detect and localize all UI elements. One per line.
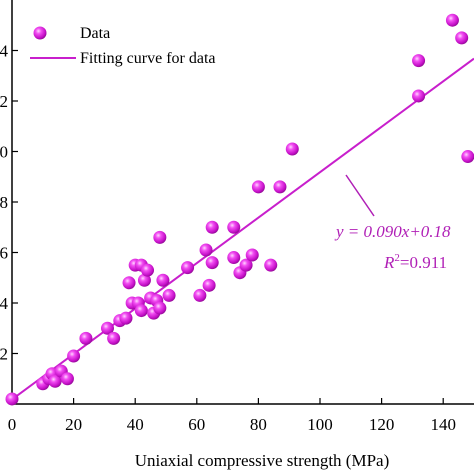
data-point: [100, 321, 114, 335]
data-point: [48, 374, 62, 388]
data-point: [122, 276, 136, 290]
data-point: [251, 180, 265, 194]
data-point: [156, 273, 170, 287]
data-point: [461, 150, 474, 164]
legend-label-fit: Fitting curve for data: [80, 50, 216, 67]
fit-r-squared: R2=0.911: [383, 252, 447, 272]
data-point: [141, 263, 155, 277]
y-tick-label: 8: [0, 193, 8, 212]
x-tick-label: 100: [307, 415, 333, 434]
data-points: [5, 13, 474, 406]
data-point: [107, 331, 121, 345]
data-point: [239, 258, 253, 272]
data-point: [153, 230, 167, 244]
y-tick-label: 14: [0, 42, 9, 61]
annotation-pointer: [345, 174, 375, 217]
data-point: [273, 180, 287, 194]
x-axis-title: Uniaxial compressive strength (MPa): [135, 451, 389, 470]
y-axis-ticks: 2 4 6 8 10 12 14: [0, 42, 18, 364]
y-tick-label: 12: [0, 92, 8, 111]
data-point: [245, 248, 259, 262]
data-point: [227, 251, 241, 265]
x-tick-label: 0: [8, 415, 17, 434]
fit-equation: y = 0.090x+0.18: [334, 222, 451, 241]
data-point: [162, 288, 176, 302]
data-point: [227, 220, 241, 234]
x-axis-ticks: 0 20 40 60 80 100 120 140: [8, 398, 456, 434]
x-tick-label: 20: [65, 415, 82, 434]
data-point: [137, 273, 151, 287]
x-tick-label: 80: [250, 415, 267, 434]
y-tick-label: 4: [0, 294, 9, 313]
legend: Data Fitting curve for data: [30, 25, 216, 67]
data-point: [193, 288, 207, 302]
legend-marker-data: [33, 26, 47, 40]
y-tick-label: 2: [0, 345, 8, 364]
x-tick-label: 120: [369, 415, 395, 434]
data-point: [60, 372, 74, 386]
data-point: [5, 392, 19, 406]
data-point: [67, 349, 81, 363]
x-tick-label: 40: [127, 415, 144, 434]
data-point: [264, 258, 278, 272]
y-tick-label: 10: [0, 143, 8, 162]
data-point: [285, 142, 299, 156]
data-point: [134, 304, 148, 318]
x-tick-label: 140: [430, 415, 456, 434]
data-point: [445, 13, 459, 27]
data-point: [202, 278, 216, 292]
x-tick-label: 60: [188, 415, 205, 434]
data-point: [199, 243, 213, 257]
data-point: [412, 89, 426, 103]
legend-label-data: Data: [80, 25, 110, 42]
data-point: [455, 31, 469, 45]
data-point: [153, 301, 167, 315]
data-point: [412, 54, 426, 68]
data-point: [205, 256, 219, 270]
y-tick-label: 6: [0, 244, 8, 263]
data-point: [79, 331, 93, 345]
data-point: [181, 261, 195, 275]
data-point: [119, 311, 133, 325]
data-point: [205, 220, 219, 234]
